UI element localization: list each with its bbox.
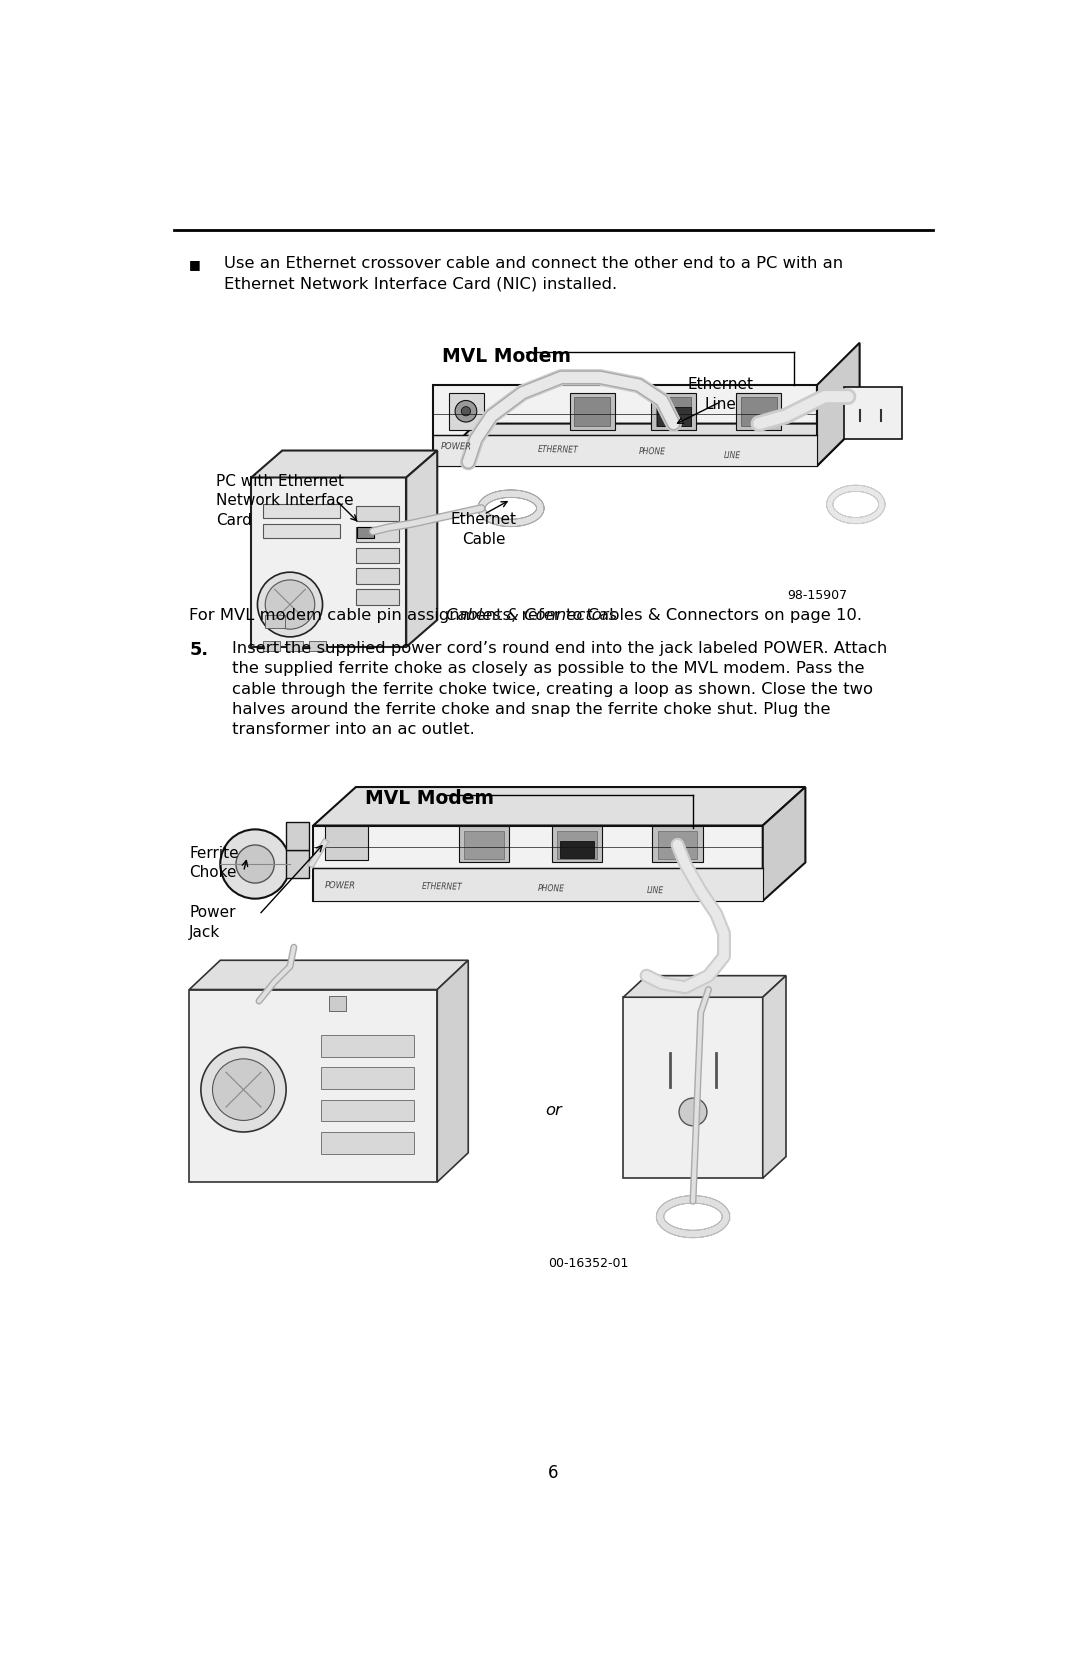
Text: LINE: LINE <box>647 886 664 895</box>
Text: 5.: 5. <box>189 641 208 659</box>
Text: Power
Jack: Power Jack <box>189 905 235 940</box>
FancyBboxPatch shape <box>356 569 399 584</box>
FancyBboxPatch shape <box>266 616 284 628</box>
Text: Insert the supplied power cord’s round end into the jack labeled POWER. Attach
t: Insert the supplied power cord’s round e… <box>232 641 887 738</box>
FancyBboxPatch shape <box>262 524 340 537</box>
FancyBboxPatch shape <box>652 826 703 863</box>
FancyBboxPatch shape <box>741 397 777 426</box>
FancyBboxPatch shape <box>309 641 326 651</box>
FancyBboxPatch shape <box>357 527 375 537</box>
Polygon shape <box>189 960 469 990</box>
FancyBboxPatch shape <box>321 1100 414 1122</box>
Circle shape <box>257 572 323 638</box>
FancyBboxPatch shape <box>262 504 340 519</box>
Text: Cables & Connectors: Cables & Connectors <box>446 609 617 624</box>
Text: POWER: POWER <box>441 442 472 451</box>
Polygon shape <box>433 424 860 466</box>
Text: MVL Modem: MVL Modem <box>365 789 494 808</box>
Polygon shape <box>762 788 806 901</box>
FancyBboxPatch shape <box>356 589 399 604</box>
Text: Cables & Connectors: Cables & Connectors <box>446 609 617 624</box>
Circle shape <box>461 407 471 416</box>
FancyBboxPatch shape <box>657 407 691 426</box>
Circle shape <box>266 579 314 629</box>
Text: Ferrite
Choke: Ferrite Choke <box>189 846 239 880</box>
Circle shape <box>213 1058 274 1120</box>
FancyBboxPatch shape <box>262 641 280 651</box>
Text: Use an Ethernet crossover cable and connect the other end to a PC with an
Ethern: Use an Ethernet crossover cable and conn… <box>225 255 843 290</box>
FancyBboxPatch shape <box>459 826 509 863</box>
Text: or: or <box>545 1103 562 1118</box>
FancyBboxPatch shape <box>737 392 781 429</box>
FancyBboxPatch shape <box>286 850 309 878</box>
Text: Ethernet
Line: Ethernet Line <box>687 377 753 412</box>
FancyBboxPatch shape <box>552 826 602 863</box>
Text: 98-15907: 98-15907 <box>787 589 847 603</box>
FancyBboxPatch shape <box>286 641 303 651</box>
FancyBboxPatch shape <box>321 1066 414 1088</box>
Circle shape <box>220 829 291 898</box>
Polygon shape <box>252 477 406 648</box>
Text: ETHERNET: ETHERNET <box>422 883 462 891</box>
Circle shape <box>679 1098 707 1127</box>
Polygon shape <box>406 451 437 648</box>
Text: 00-16352-01: 00-16352-01 <box>549 1257 629 1270</box>
Text: ■: ■ <box>189 259 201 270</box>
Polygon shape <box>437 960 469 1182</box>
Text: PHONE: PHONE <box>538 885 565 893</box>
Text: Ethernet
Cable: Ethernet Cable <box>450 512 516 547</box>
FancyBboxPatch shape <box>658 831 698 858</box>
FancyBboxPatch shape <box>325 826 367 860</box>
Polygon shape <box>762 976 786 1178</box>
FancyBboxPatch shape <box>321 1035 414 1056</box>
Text: POWER: POWER <box>325 881 356 890</box>
Polygon shape <box>189 990 437 1182</box>
Circle shape <box>201 1046 286 1132</box>
FancyBboxPatch shape <box>464 831 503 858</box>
Polygon shape <box>623 998 762 1178</box>
FancyBboxPatch shape <box>575 397 610 426</box>
FancyBboxPatch shape <box>570 392 615 429</box>
Circle shape <box>235 845 274 883</box>
Polygon shape <box>313 788 806 826</box>
Polygon shape <box>623 976 786 998</box>
Text: PC with Ethernet
Network Interface
Card: PC with Ethernet Network Interface Card <box>216 474 354 527</box>
FancyBboxPatch shape <box>845 387 902 439</box>
Text: LINE: LINE <box>724 451 741 459</box>
Circle shape <box>455 401 476 422</box>
Text: For MVL modem cable pin assignments, refer to Cables & Connectors on page 10.: For MVL modem cable pin assignments, ref… <box>189 609 862 624</box>
FancyBboxPatch shape <box>356 527 399 542</box>
FancyBboxPatch shape <box>321 1132 414 1153</box>
FancyBboxPatch shape <box>449 392 484 429</box>
Text: ETHERNET: ETHERNET <box>538 446 579 454</box>
Polygon shape <box>252 451 437 477</box>
Polygon shape <box>433 386 816 466</box>
Polygon shape <box>313 868 762 901</box>
Polygon shape <box>433 436 816 466</box>
FancyBboxPatch shape <box>651 392 697 429</box>
Text: 6: 6 <box>549 1464 558 1482</box>
Polygon shape <box>816 342 860 466</box>
Text: PHONE: PHONE <box>638 447 666 457</box>
FancyBboxPatch shape <box>356 506 399 521</box>
FancyBboxPatch shape <box>286 823 309 850</box>
Polygon shape <box>313 826 762 901</box>
FancyBboxPatch shape <box>557 831 596 858</box>
FancyBboxPatch shape <box>656 397 691 426</box>
FancyBboxPatch shape <box>559 841 594 858</box>
FancyBboxPatch shape <box>328 996 346 1011</box>
FancyBboxPatch shape <box>356 547 399 562</box>
Text: MVL Modem: MVL Modem <box>443 347 571 366</box>
